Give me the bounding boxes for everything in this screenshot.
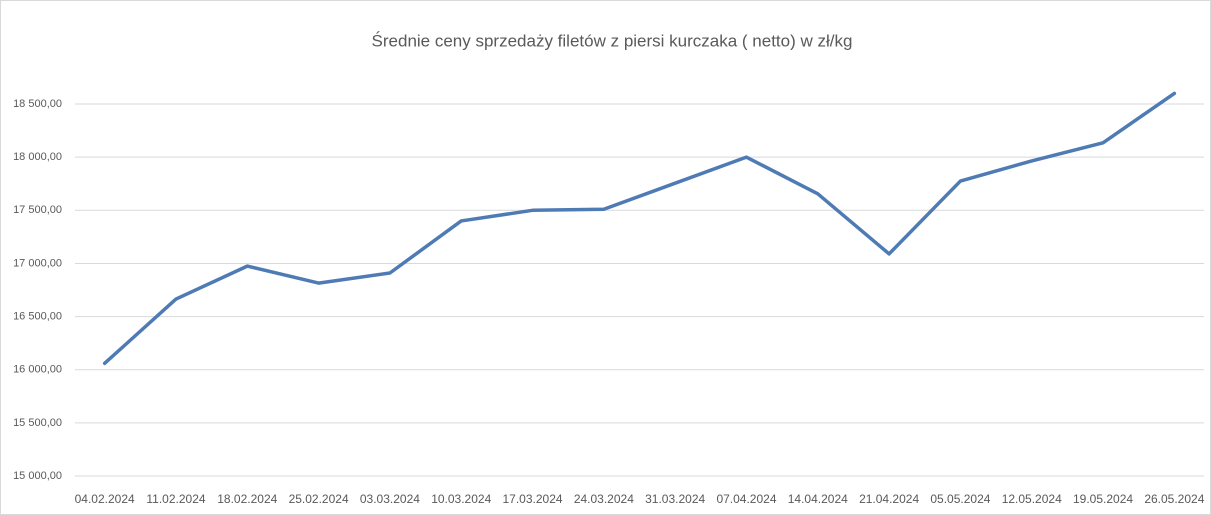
- x-tick-label: 03.03.2024: [360, 492, 420, 506]
- y-tick-label: 17 000,00: [13, 257, 62, 269]
- chart-title: Średnie ceny sprzedaży filetów z piersi …: [372, 31, 853, 50]
- line: [102, 91, 1177, 366]
- x-tick-label: 21.04.2024: [859, 492, 919, 506]
- y-tick-label: 15 500,00: [13, 417, 62, 429]
- x-tick-label: 24.03.2024: [574, 492, 634, 506]
- x-tick-label: 05.05.2024: [930, 492, 990, 506]
- y-tick-label: 18 000,00: [13, 151, 62, 163]
- x-tick-label: 14.04.2024: [788, 492, 848, 506]
- x-tick-label: 18.02.2024: [217, 492, 277, 506]
- y-tick-label: 18 500,00: [13, 98, 62, 110]
- x-tick-label: 04.02.2024: [75, 492, 135, 506]
- x-tick-label: 26.05.2024: [1144, 492, 1204, 506]
- y-tick-label: 17 500,00: [13, 204, 62, 216]
- x-tick-label: 10.03.2024: [431, 492, 491, 506]
- y-tick-label: 15 000,00: [13, 470, 62, 482]
- y-tick-label: 16 500,00: [13, 310, 62, 322]
- y-tick-label: 16 000,00: [13, 364, 62, 376]
- x-tick-label: 19.05.2024: [1073, 492, 1133, 506]
- x-tick-label: 31.03.2024: [645, 492, 705, 506]
- x-tick-label: 12.05.2024: [1002, 492, 1062, 506]
- x-tick-label: 25.02.2024: [289, 492, 349, 506]
- x-tick-label: 17.03.2024: [503, 492, 563, 506]
- x-tick-label: 07.04.2024: [716, 492, 776, 506]
- x-tick-label: 11.02.2024: [146, 492, 205, 506]
